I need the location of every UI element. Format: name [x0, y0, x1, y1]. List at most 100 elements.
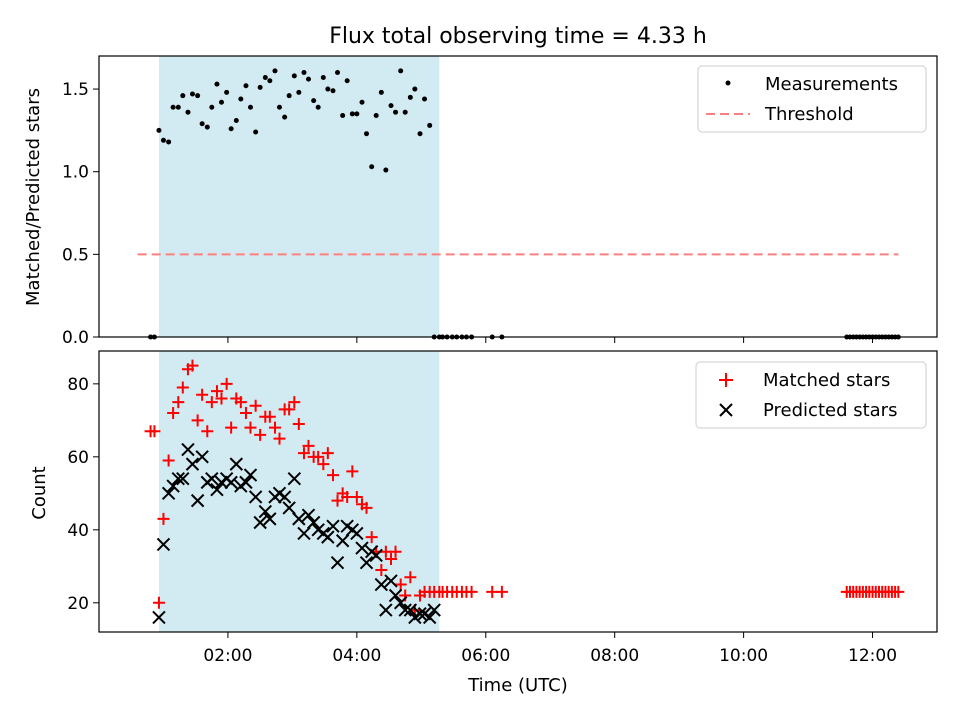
bottom-legend: Matched stars Predicted stars — [695, 361, 927, 429]
measurement-point — [199, 121, 205, 127]
predicted-star-point — [374, 577, 389, 592]
measurement-point — [156, 127, 162, 133]
measurement-point — [398, 68, 404, 74]
matched-legend-label: Matched stars — [763, 370, 890, 391]
axes-frame — [98, 55, 938, 338]
predicted-star-point — [243, 468, 258, 482]
measurement-point — [224, 89, 230, 95]
matched-star-point — [176, 381, 189, 394]
measurement-point — [402, 109, 408, 115]
top-legend: Measurements Threshold — [697, 65, 927, 133]
matched-star-point — [210, 385, 223, 398]
measurement-point — [417, 131, 423, 137]
matched-star-point — [317, 458, 330, 471]
predicted-star-point — [350, 526, 364, 541]
measurement-point — [354, 111, 360, 117]
measurement-point — [320, 74, 326, 80]
predicted-star-point — [297, 526, 311, 541]
matched-star-point — [244, 421, 257, 434]
x-axis-label: Time (UTC) — [467, 675, 568, 696]
predicted-star-point — [263, 512, 277, 526]
predicted-star-point — [413, 607, 427, 621]
predicted-star-point — [388, 588, 403, 603]
bottom-plot-area: 20 40 60 80 02:00 04:00 06:00 08:00 10:00 12:00 — [67, 350, 938, 666]
predicted-legend-label: Predicted stars — [763, 400, 897, 421]
predicted-star-point — [292, 512, 306, 526]
measurement-point — [257, 84, 263, 90]
predicted-star-point — [335, 534, 350, 548]
predicted-star-point — [224, 475, 238, 490]
predicted-star-point — [152, 610, 166, 625]
matched-star-point — [220, 377, 233, 390]
measurement-point — [311, 98, 317, 104]
matched-star-point — [350, 490, 363, 503]
measurement-point — [276, 104, 282, 110]
predicted-star-point — [282, 501, 296, 515]
matched-star-point — [162, 454, 175, 467]
measurement-point — [359, 99, 365, 105]
predicted-star-point — [330, 555, 345, 570]
predicted-star-point — [205, 472, 219, 486]
matched-star-point — [239, 407, 252, 420]
predicted-legend-marker — [719, 403, 733, 417]
measurement-point — [344, 78, 350, 84]
measurement-point — [189, 91, 195, 97]
measurement-point — [383, 167, 389, 173]
matched-star-point — [385, 553, 398, 566]
predicted-star-point — [185, 457, 200, 471]
matched-star-point — [292, 417, 305, 430]
y-tick-label: 20 — [67, 594, 89, 614]
matched-star-point — [360, 501, 373, 514]
predicted-star-point — [253, 515, 267, 530]
matched-star-point — [892, 585, 905, 598]
measurement-point — [340, 113, 346, 119]
measurement-point — [330, 88, 336, 94]
predicted-star-point — [239, 475, 253, 490]
measurement-point — [218, 99, 224, 105]
measurement-point — [185, 109, 191, 115]
predicted-star-point — [248, 490, 263, 504]
predicted-star-point — [379, 603, 393, 617]
matched-star-point — [225, 421, 238, 434]
matched-star-point — [172, 396, 185, 409]
y-tick-label: 1.5 — [62, 80, 89, 100]
predicted-star-point — [355, 541, 369, 555]
top-ylabel: Matched/Predicted stars — [23, 88, 44, 306]
measurement-point — [175, 104, 181, 110]
measurement-point — [253, 129, 259, 135]
measurement-point — [427, 122, 433, 128]
x-tick-label: 02:00 — [203, 646, 252, 666]
matched-star-point — [215, 392, 228, 405]
measurement-point — [233, 117, 239, 123]
predicted-star-point — [393, 596, 408, 610]
matched-legend-marker — [719, 373, 733, 387]
measurement-point — [243, 83, 249, 89]
matched-star-point — [297, 447, 310, 460]
predicted-star-point — [321, 530, 335, 544]
measurement-point — [267, 78, 273, 84]
measurement-point — [291, 73, 297, 79]
measurement-point — [306, 76, 311, 82]
measurement-point — [335, 70, 341, 76]
measurements-legend-marker — [725, 80, 731, 86]
measurement-point — [238, 96, 244, 102]
matched-star-point — [148, 425, 161, 438]
predicted-star-point — [229, 457, 244, 471]
axes-frame — [98, 350, 938, 633]
y-tick-label: 80 — [67, 375, 89, 395]
predicted-star-point — [359, 555, 374, 570]
measurement-point — [296, 89, 302, 95]
matched-star-point — [283, 403, 296, 416]
matched-star-point — [196, 388, 209, 401]
predicted-star-point — [369, 548, 383, 563]
top-plot-area: 0.0 0.5 1.0 1.5 — [62, 55, 938, 348]
y-tick-label: 1.0 — [62, 163, 89, 183]
measurements-legend-label: Measurements — [765, 74, 898, 95]
x-tick-label: 06:00 — [461, 646, 510, 666]
threshold-legend-label: Threshold — [764, 104, 854, 125]
predicted-star-point — [166, 479, 180, 493]
measurement-point — [262, 74, 268, 80]
matched-star-point — [312, 450, 325, 463]
matched-star-point — [346, 465, 359, 478]
